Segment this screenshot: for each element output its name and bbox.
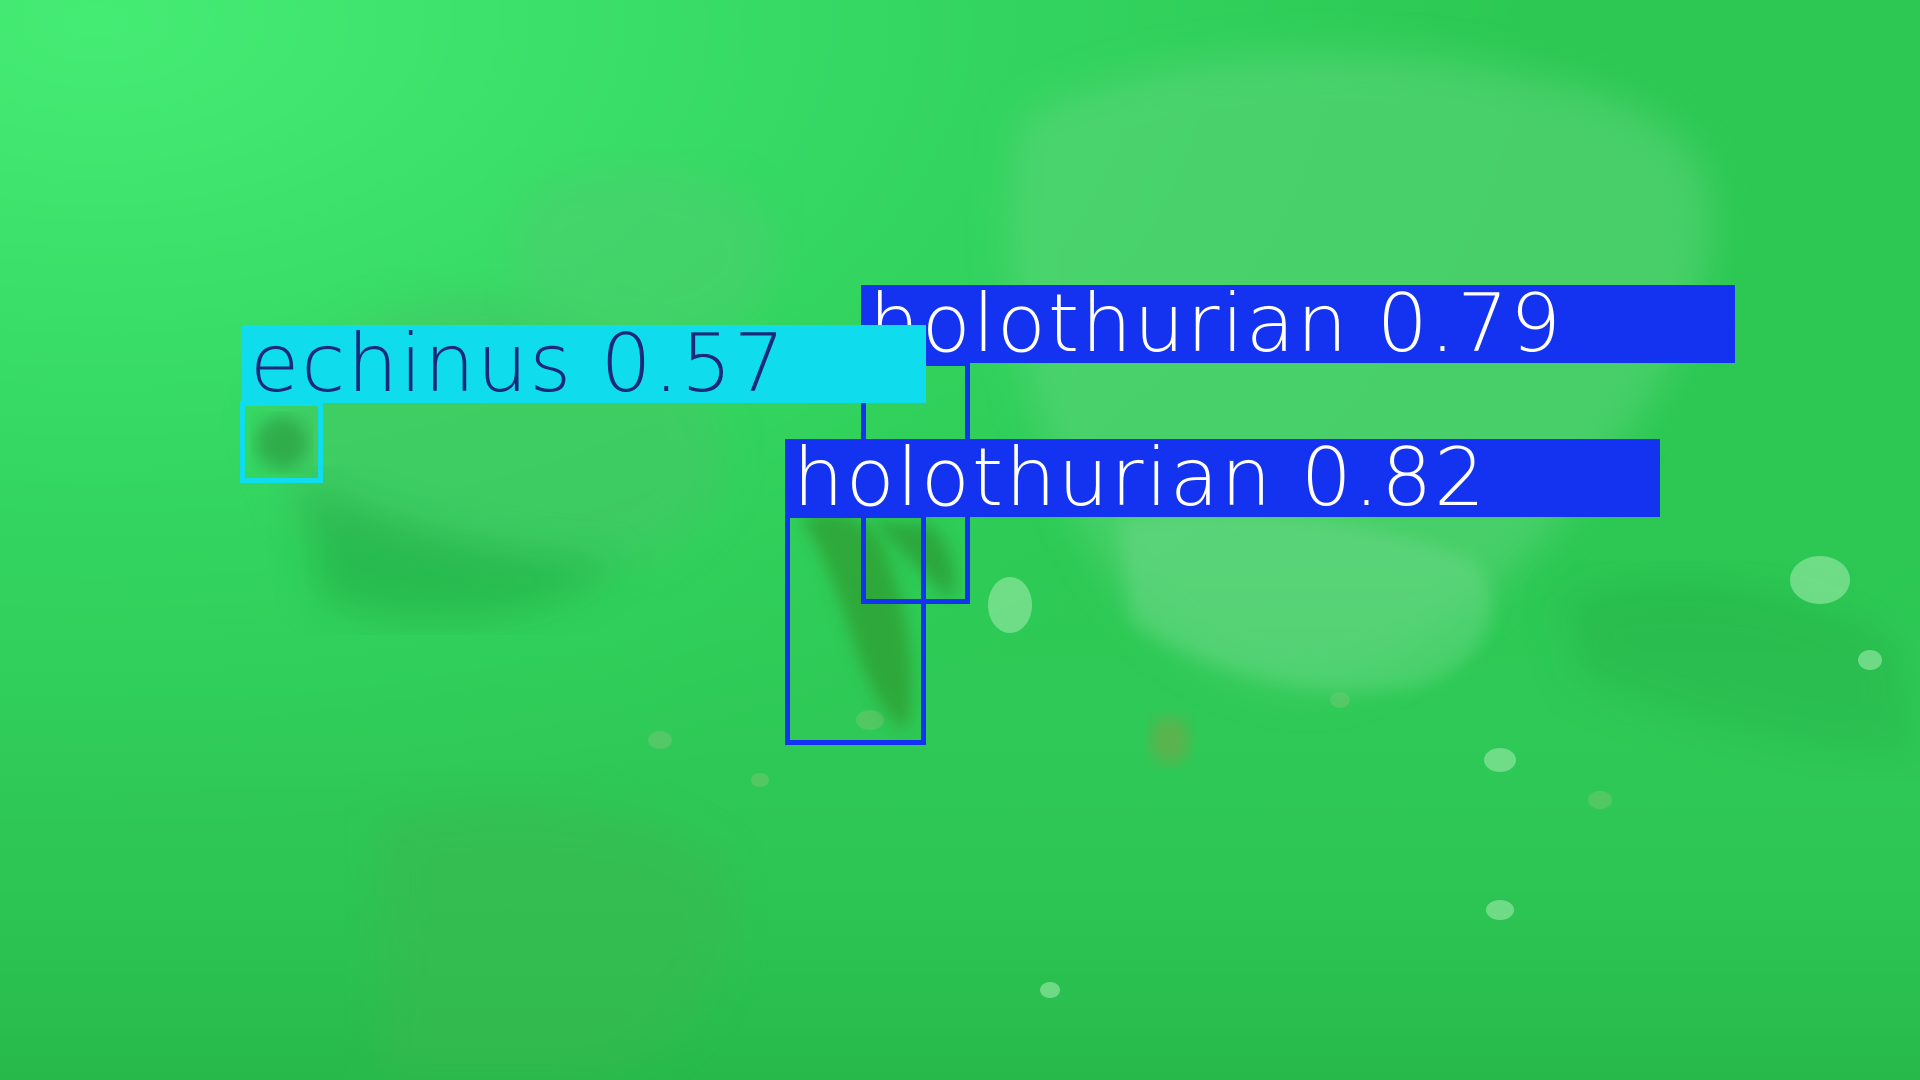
detection-box-holothurian-2 xyxy=(785,513,926,745)
detection-label-echinus: echinus 0.57 xyxy=(242,325,926,403)
detection-label-holothurian-1: holothurian 0.79 xyxy=(861,285,1735,363)
detection-label-holothurian-2: holothurian 0.82 xyxy=(785,439,1660,517)
detection-box-echinus xyxy=(240,401,323,483)
